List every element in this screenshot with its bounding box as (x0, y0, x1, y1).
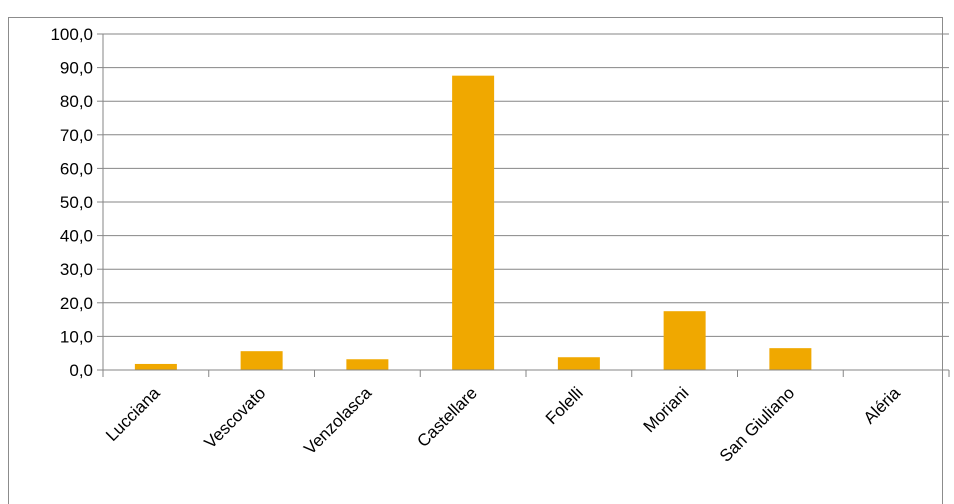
x-category-label: Lucciana (102, 383, 164, 445)
y-tick-label: 0,0 (69, 361, 93, 380)
bar-vescovato (240, 351, 283, 370)
x-category-label: San Giuliano (716, 383, 798, 465)
y-tick-label: 70,0 (60, 126, 93, 145)
y-tick-label: 100,0 (50, 25, 93, 44)
bar-san-giuliano (769, 348, 812, 370)
gridlines (103, 33, 949, 337)
y-tick-label: 20,0 (60, 294, 93, 313)
y-tick-label: 60,0 (60, 159, 93, 178)
bar-moriani (663, 311, 706, 370)
y-tick-label: 80,0 (60, 92, 93, 111)
bar-castellare (452, 75, 495, 370)
axes (97, 33, 950, 377)
y-tick-label: 50,0 (60, 193, 93, 212)
x-category-label: Folelli (542, 383, 587, 428)
x-category-label: Castellare (413, 383, 481, 451)
y-tick-label: 40,0 (60, 227, 93, 246)
y-tick-label: 30,0 (60, 260, 93, 279)
bar-venzolasca (346, 359, 389, 370)
y-tick-label: 90,0 (60, 59, 93, 78)
x-category-label: Vescovato (201, 383, 270, 452)
bars (134, 75, 812, 370)
bar-folelli (557, 357, 600, 370)
y-tick-label: 10,0 (60, 327, 93, 346)
x-category-label: Aléria (860, 383, 905, 428)
x-category-label: Venzolasca (300, 383, 375, 458)
bar-lucciana (134, 363, 177, 370)
x-category-label: Moriani (640, 383, 693, 436)
